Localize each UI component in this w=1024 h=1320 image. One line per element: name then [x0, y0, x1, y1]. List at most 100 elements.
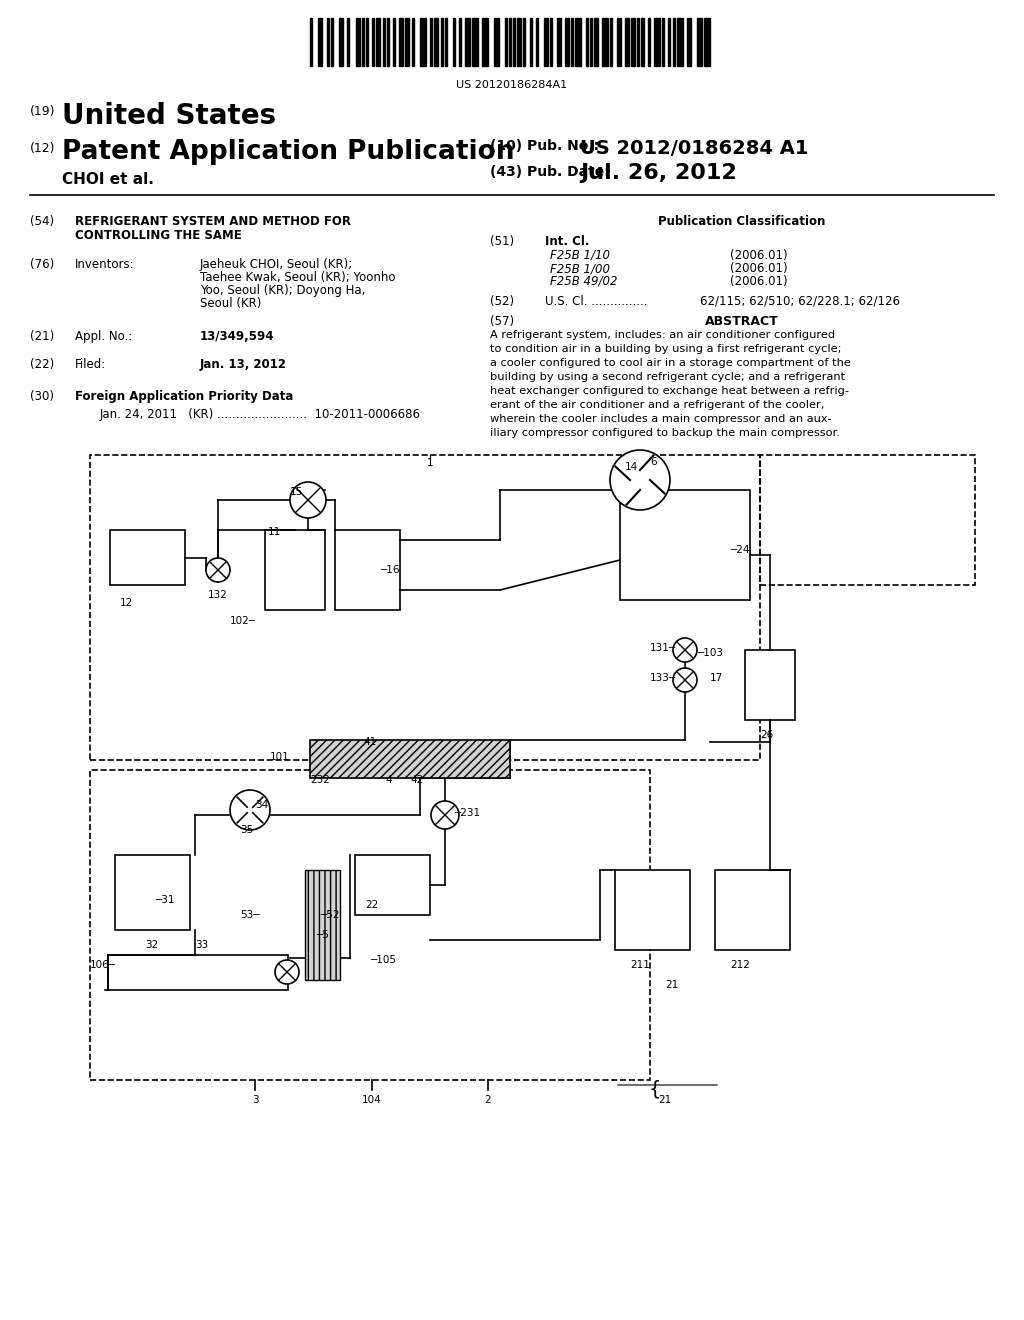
Bar: [355, 18, 359, 66]
Text: (51): (51): [490, 235, 514, 248]
Bar: [505, 18, 507, 66]
Bar: [673, 18, 675, 66]
Text: (43) Pub. Date:: (43) Pub. Date:: [490, 165, 609, 180]
Circle shape: [431, 801, 459, 829]
Text: (57): (57): [490, 315, 514, 327]
Bar: [444, 18, 446, 66]
Bar: [654, 18, 660, 66]
Bar: [430, 18, 432, 66]
Text: 131─: 131─: [650, 643, 676, 653]
Circle shape: [206, 558, 230, 582]
Text: 133─: 133─: [650, 673, 676, 682]
Bar: [697, 18, 701, 66]
Bar: [327, 18, 329, 66]
Text: Taehee Kwak, Seoul (KR); Yoonho: Taehee Kwak, Seoul (KR); Yoonho: [200, 271, 395, 284]
Text: (22): (22): [30, 358, 54, 371]
Text: 34: 34: [255, 800, 268, 810]
Bar: [366, 18, 368, 66]
Bar: [310, 18, 312, 66]
Text: 101: 101: [270, 752, 290, 762]
Bar: [383, 18, 385, 66]
Text: (19): (19): [30, 106, 55, 117]
Text: (12): (12): [30, 143, 55, 154]
Text: Inventors:: Inventors:: [75, 257, 134, 271]
Bar: [110, 531, 185, 585]
Text: 132: 132: [208, 590, 228, 601]
Text: 17: 17: [710, 673, 723, 682]
Text: 21: 21: [658, 1096, 672, 1105]
Bar: [517, 18, 521, 66]
Bar: [631, 18, 635, 66]
Bar: [687, 18, 691, 66]
Bar: [575, 18, 582, 66]
Bar: [715, 870, 790, 950]
Text: F25B 49/02: F25B 49/02: [550, 275, 617, 288]
Text: 3: 3: [252, 1096, 258, 1105]
Bar: [677, 18, 683, 66]
Text: ─103: ─103: [697, 648, 723, 657]
Text: ─105: ─105: [370, 954, 396, 965]
Bar: [355, 855, 430, 915]
Text: ─24: ─24: [730, 545, 750, 554]
Text: United States: United States: [62, 102, 276, 129]
Text: (2006.01): (2006.01): [730, 275, 787, 288]
Bar: [565, 18, 569, 66]
Text: Patent Application Publication: Patent Application Publication: [62, 139, 514, 165]
Text: Appl. No.:: Appl. No.:: [75, 330, 132, 343]
Text: 41: 41: [364, 737, 377, 747]
Bar: [544, 18, 548, 66]
Text: 102─: 102─: [230, 616, 256, 626]
Bar: [339, 18, 343, 66]
Text: 13/349,594: 13/349,594: [200, 330, 274, 343]
Bar: [393, 18, 395, 66]
Bar: [663, 18, 665, 66]
Text: CHOI et al.: CHOI et al.: [62, 172, 154, 187]
Bar: [556, 18, 561, 66]
Bar: [90, 770, 650, 1080]
Bar: [310, 741, 510, 777]
Text: (76): (76): [30, 257, 54, 271]
Text: (2006.01): (2006.01): [730, 249, 787, 261]
Text: (2006.01): (2006.01): [730, 261, 787, 275]
Text: ─16: ─16: [380, 565, 399, 576]
Bar: [602, 18, 608, 66]
Text: 232: 232: [310, 775, 330, 785]
Bar: [420, 18, 426, 66]
Bar: [550, 18, 552, 66]
Bar: [399, 18, 403, 66]
Text: Jaeheuk CHOI, Seoul (KR);: Jaeheuk CHOI, Seoul (KR);: [200, 257, 353, 271]
Bar: [571, 18, 573, 66]
Bar: [472, 18, 478, 66]
Text: 6: 6: [650, 457, 656, 467]
Text: Seoul (KR): Seoul (KR): [200, 297, 261, 310]
Text: 62/115; 62/510; 62/228.1; 62/126: 62/115; 62/510; 62/228.1; 62/126: [700, 294, 900, 308]
Text: 42: 42: [410, 775, 423, 785]
Text: Int. Cl.: Int. Cl.: [545, 235, 590, 248]
Text: Jan. 24, 2011   (KR) ........................  10-2011-0006686: Jan. 24, 2011 (KR) .....................…: [100, 408, 421, 421]
Bar: [376, 18, 381, 66]
Text: Publication Classification: Publication Classification: [658, 215, 825, 228]
Text: ─5: ─5: [316, 931, 329, 940]
Text: ─231: ─231: [454, 808, 480, 818]
Text: 212: 212: [730, 960, 750, 970]
Circle shape: [230, 789, 270, 830]
Text: F25B 1/10: F25B 1/10: [550, 249, 610, 261]
Text: A refrigerant system, includes: an air conditioner configured
to condition air i: A refrigerant system, includes: an air c…: [490, 330, 851, 438]
Text: 22: 22: [365, 900, 378, 909]
Text: (21): (21): [30, 330, 54, 343]
Text: 4: 4: [385, 775, 391, 785]
Bar: [703, 18, 710, 66]
Bar: [331, 18, 333, 66]
Text: ─31: ─31: [155, 895, 174, 906]
Bar: [620, 490, 750, 601]
Bar: [513, 18, 515, 66]
Bar: [648, 18, 650, 66]
Text: Jan. 13, 2012: Jan. 13, 2012: [200, 358, 287, 371]
Bar: [616, 18, 621, 66]
Bar: [335, 531, 400, 610]
Bar: [641, 18, 643, 66]
Bar: [108, 954, 288, 990]
Bar: [536, 18, 538, 66]
Bar: [265, 531, 325, 610]
Bar: [495, 18, 499, 66]
